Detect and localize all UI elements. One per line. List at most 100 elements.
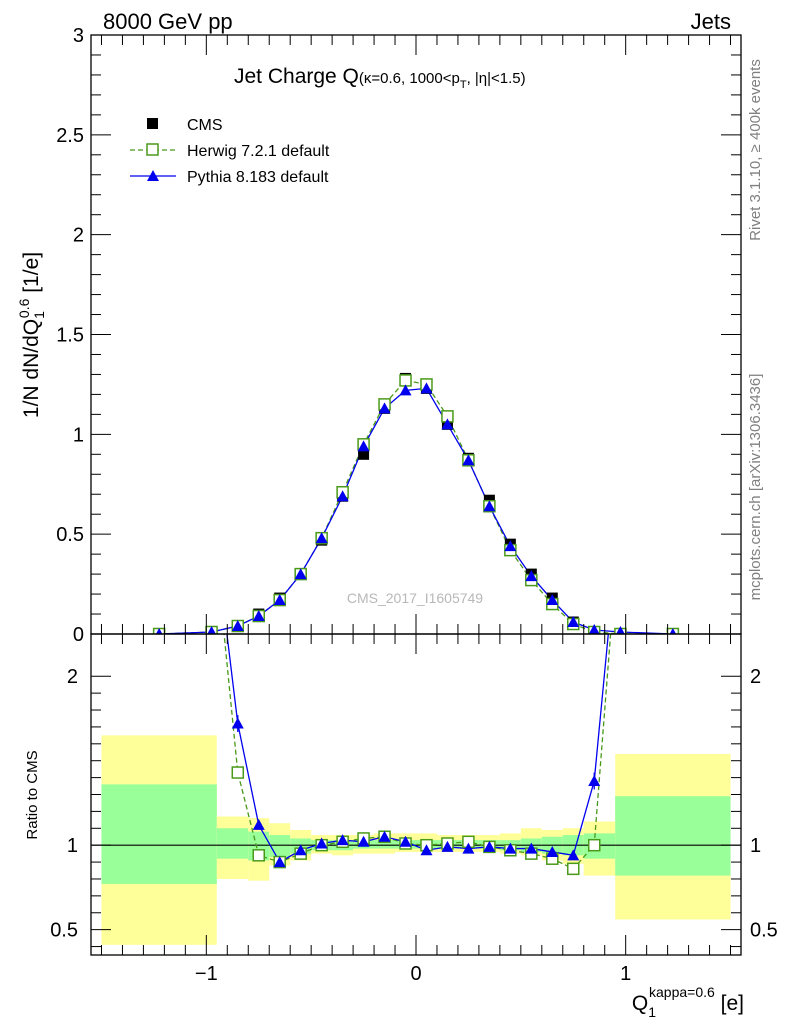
pythia-point	[567, 616, 580, 628]
main-y-tick-label: 0.5	[56, 524, 84, 546]
legend-herwig-label: Herwig 7.2.1 default	[187, 143, 330, 160]
pythia-ratio-point	[525, 842, 538, 854]
x-axis-label: Q1 kappa=0.6 [e]	[632, 984, 744, 1020]
rivet-version-label: Rivet 3.1.10, ≥ 400k events	[747, 59, 764, 241]
pythia-ratio-point	[504, 842, 517, 854]
main-y-tick-label: 1.5	[56, 325, 84, 347]
main-y-tick-label: 1	[73, 424, 84, 446]
cms-point	[358, 448, 370, 460]
pythia-ratio-point	[546, 845, 559, 857]
ratio-y-tick-label-right: 0.5	[750, 920, 778, 942]
x-label-sub: 1	[648, 1004, 656, 1020]
pythia-ratio-line	[226, 634, 609, 863]
pythia-point	[336, 490, 349, 502]
axis-ticks: −1 0 1 0 0.5 1 1.5 2 2.5 3 0.5 0.5 1 1 2 2	[50, 25, 778, 985]
pythia-point	[616, 626, 625, 634]
pythia-point	[546, 594, 559, 606]
legend-pythia-marker	[147, 170, 159, 181]
pythia-point	[252, 610, 265, 622]
pythia-point	[378, 402, 391, 414]
ratio-y-tick-label: 1	[67, 835, 78, 857]
herwig-ratio-point	[252, 849, 265, 862]
legend: CMS Herwig 7.2.1 default Pythia 8.183 de…	[130, 117, 330, 186]
stat-band-bin	[216, 828, 249, 859]
analysis-watermark: CMS_2017_I1605749	[347, 590, 483, 606]
x-label-prefix: Q	[632, 992, 648, 1015]
pythia-ratio-point	[441, 840, 454, 852]
ratio-y-tick-label-right: 1	[750, 835, 761, 857]
main-y-label-sup: 0.6	[16, 298, 32, 318]
pythia-ratio-point	[462, 842, 475, 854]
plot-title-sub-end: , |η|<1.5)	[467, 70, 526, 87]
main-y-tick-label: 2	[73, 225, 84, 247]
herwig-point	[399, 374, 412, 387]
main-y-label-prefix: 1/N dN/dQ	[20, 319, 43, 418]
main-plot-layer	[152, 372, 680, 634]
herwig-ratio-line	[223, 634, 612, 870]
x-tick-label: 1	[620, 963, 631, 985]
herwig-ratio-point	[231, 766, 245, 779]
legend-cms-marker	[147, 118, 158, 129]
main-y-label-sub: 1	[31, 311, 47, 319]
ratio-plot-layer	[223, 634, 612, 876]
pythia-point	[525, 570, 538, 582]
pythia-ratio-point	[420, 844, 433, 856]
pythia-ratio-point	[294, 844, 307, 856]
pythia-point	[669, 628, 677, 634]
pythia-point	[207, 626, 216, 634]
stat-band-bin	[374, 840, 396, 849]
pythia-ratio-point	[483, 840, 496, 852]
main-y-tick-label: 0	[73, 624, 84, 646]
pythia-point	[462, 454, 475, 466]
pythia-point	[441, 418, 454, 430]
pythia-ratio-point	[315, 837, 328, 849]
x-tick-label: 0	[410, 963, 421, 985]
pythia-point	[504, 540, 517, 552]
ratio-y-tick-label: 2	[67, 666, 78, 688]
pythia-point	[231, 620, 244, 632]
main-y-tick-label: 2.5	[56, 125, 84, 147]
pythia-point	[420, 382, 433, 394]
pythia-point	[294, 568, 307, 580]
pythia-point	[483, 500, 496, 512]
herwig-ratio-point	[587, 838, 601, 852]
plot-title: Jet Charge Q(κ=0.6, 1000<pT, |η|<1.5)	[234, 65, 526, 91]
ratio-y-tick-label: 0.5	[50, 920, 78, 942]
x-label-sup: kappa=0.6	[649, 984, 715, 1000]
main-y-label-suffix: [1/e]	[20, 252, 43, 299]
pythia-line	[159, 387, 673, 634]
pythia-ratio-point	[399, 835, 412, 847]
ratio-y-tick-label-right: 2	[750, 666, 761, 688]
ratio-uncertainty-bands	[91, 735, 741, 945]
stat-band-bin	[101, 784, 217, 885]
ratio-y-axis-label: Ratio to CMS	[24, 750, 41, 839]
pythia-ratio-point	[252, 818, 265, 830]
pythia-ratio-point	[567, 849, 580, 861]
mcplots-source-label: mcplots.cern.ch [arXiv:1306.3436]	[747, 374, 764, 601]
pythia-point	[273, 594, 286, 606]
pythia-ratio-point	[588, 774, 601, 786]
plot-title-sub: (κ=0.6, 1000<p	[359, 70, 460, 87]
x-tick-label: −1	[195, 963, 218, 985]
pythia-ratio-point	[231, 717, 244, 729]
pythia-point	[399, 384, 412, 396]
pythia-ratio-point	[273, 856, 286, 868]
legend-pythia-label: Pythia 8.183 default	[187, 169, 329, 186]
pythia-point	[588, 624, 600, 634]
main-y-tick-label: 3	[73, 25, 84, 47]
legend-herwig-marker	[146, 143, 159, 156]
plot-title-main: Jet Charge Q	[234, 65, 359, 88]
pythia-point	[315, 532, 328, 544]
pythia-point	[155, 628, 163, 634]
plot-title-pt-sub: T	[460, 79, 467, 91]
legend-cms-label: CMS	[187, 117, 223, 134]
x-label-suffix: [e]	[715, 992, 744, 1015]
pythia-point	[357, 440, 370, 452]
process-label: Jets	[691, 9, 731, 34]
stat-band-bin	[269, 835, 291, 858]
stat-band-bin	[615, 796, 731, 876]
pythia-ratio-point	[336, 834, 349, 846]
main-y-axis-label: 1/N dN/dQ10.6 [1/e]	[16, 252, 47, 418]
herwig-ratio-point	[567, 862, 580, 876]
